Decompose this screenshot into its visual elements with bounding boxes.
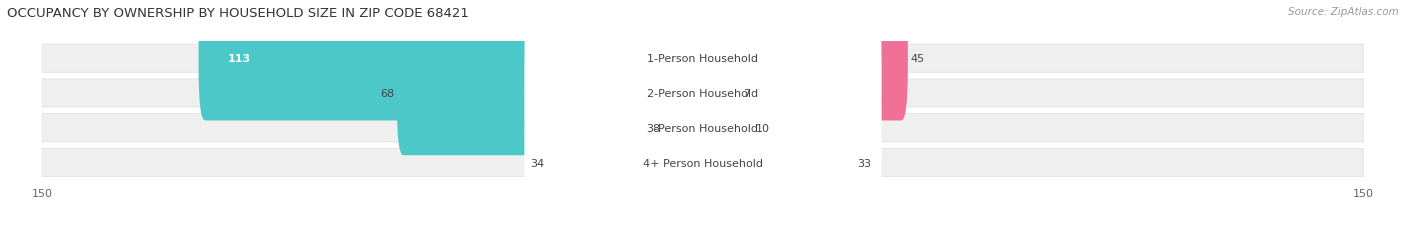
FancyBboxPatch shape (396, 32, 710, 156)
FancyBboxPatch shape (524, 0, 882, 192)
Text: 3-Person Household: 3-Person Household (648, 123, 758, 133)
Text: 45: 45 (910, 54, 924, 64)
FancyBboxPatch shape (524, 64, 882, 231)
FancyBboxPatch shape (42, 149, 1364, 177)
Text: Source: ZipAtlas.com: Source: ZipAtlas.com (1288, 7, 1399, 17)
Text: 8: 8 (652, 123, 659, 133)
FancyBboxPatch shape (198, 0, 710, 121)
FancyBboxPatch shape (524, 30, 882, 227)
FancyBboxPatch shape (696, 0, 908, 121)
Text: 33: 33 (858, 158, 872, 168)
FancyBboxPatch shape (696, 66, 754, 190)
FancyBboxPatch shape (661, 66, 710, 190)
Text: 4+ Person Household: 4+ Person Household (643, 158, 763, 168)
FancyBboxPatch shape (547, 101, 710, 225)
Text: 68: 68 (381, 88, 395, 99)
Text: 113: 113 (228, 54, 250, 64)
FancyBboxPatch shape (42, 114, 1364, 142)
Text: 1-Person Household: 1-Person Household (648, 54, 758, 64)
Text: 7: 7 (742, 88, 749, 99)
Text: 34: 34 (530, 158, 544, 168)
FancyBboxPatch shape (696, 32, 741, 156)
FancyBboxPatch shape (42, 45, 1364, 73)
FancyBboxPatch shape (524, 0, 882, 158)
FancyBboxPatch shape (696, 101, 855, 225)
Text: 2-Person Household: 2-Person Household (647, 88, 759, 99)
Text: OCCUPANCY BY OWNERSHIP BY HOUSEHOLD SIZE IN ZIP CODE 68421: OCCUPANCY BY OWNERSHIP BY HOUSEHOLD SIZE… (7, 7, 470, 20)
FancyBboxPatch shape (42, 79, 1364, 108)
Text: 10: 10 (756, 123, 770, 133)
